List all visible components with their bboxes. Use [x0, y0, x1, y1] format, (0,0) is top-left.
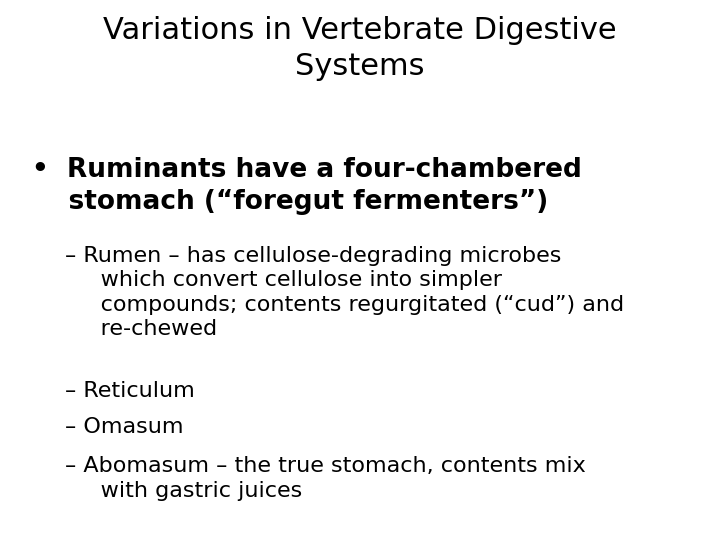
Text: – Abomasum – the true stomach, contents mix
     with gastric juices: – Abomasum – the true stomach, contents …	[65, 456, 585, 501]
Text: – Rumen – has cellulose-degrading microbes
     which convert cellulose into sim: – Rumen – has cellulose-degrading microb…	[65, 246, 624, 339]
Text: •  Ruminants have a four-chambered
    stomach (“foregut fermenters”): • Ruminants have a four-chambered stomac…	[32, 157, 582, 214]
Text: – Reticulum: – Reticulum	[65, 381, 194, 401]
Text: Variations in Vertebrate Digestive
Systems: Variations in Vertebrate Digestive Syste…	[103, 16, 617, 81]
Text: – Omasum: – Omasum	[65, 417, 184, 437]
